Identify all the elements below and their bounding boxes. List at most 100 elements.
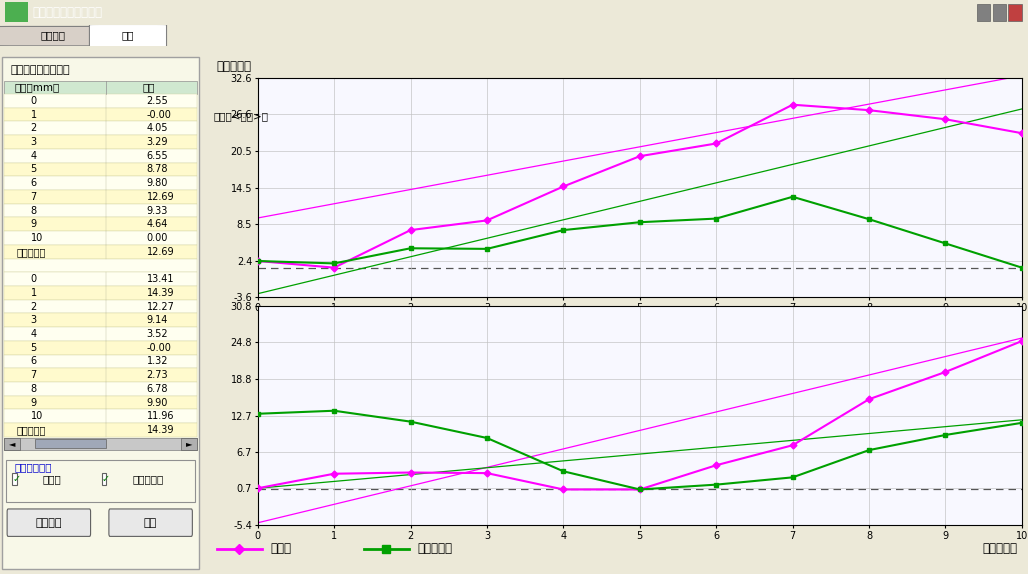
- Text: 5: 5: [31, 164, 37, 174]
- Text: 7: 7: [31, 370, 37, 380]
- Text: 1: 1: [31, 110, 37, 119]
- Bar: [181, 437, 197, 450]
- Text: 1.32: 1.32: [147, 356, 168, 366]
- Text: （测量点）: （测量点）: [983, 542, 1018, 556]
- Bar: [4, 395, 197, 409]
- Text: 0: 0: [31, 96, 37, 106]
- Text: 误差列表（微米）：: 误差列表（微米）：: [10, 65, 70, 75]
- Text: 自准直仪数据处理软件: 自准直仪数据处理软件: [33, 6, 103, 19]
- Text: 8: 8: [31, 384, 37, 394]
- Bar: [4, 423, 197, 437]
- Bar: [4, 355, 197, 369]
- Text: 测量数据: 测量数据: [41, 30, 66, 40]
- Text: 8: 8: [31, 205, 37, 216]
- FancyBboxPatch shape: [89, 25, 167, 46]
- Bar: [977, 3, 990, 21]
- Bar: [4, 94, 197, 108]
- Text: 4.05: 4.05: [147, 123, 168, 133]
- Text: 10: 10: [31, 233, 43, 243]
- Text: 8.78: 8.78: [147, 164, 168, 174]
- Text: 11.96: 11.96: [147, 412, 174, 421]
- Text: 2: 2: [31, 301, 37, 312]
- Text: 图形显示：: 图形显示：: [217, 60, 252, 73]
- Text: 2.73: 2.73: [147, 370, 169, 380]
- Text: 4: 4: [31, 329, 37, 339]
- Bar: [4, 258, 197, 272]
- Bar: [4, 286, 197, 300]
- Bar: [6, 460, 195, 502]
- Text: 13.41: 13.41: [147, 274, 174, 284]
- Text: 0: 0: [31, 274, 37, 284]
- Bar: [1008, 3, 1022, 21]
- Text: 旋转折线图: 旋转折线图: [133, 474, 163, 484]
- Bar: [4, 162, 197, 176]
- Text: 9: 9: [31, 219, 37, 229]
- Text: 9: 9: [31, 398, 37, 408]
- Text: ◄: ◄: [9, 439, 15, 448]
- FancyBboxPatch shape: [7, 509, 90, 536]
- Text: -0.00: -0.00: [147, 110, 172, 119]
- Text: 报表: 报表: [121, 30, 134, 40]
- Text: 9.14: 9.14: [147, 315, 168, 325]
- Bar: [4, 272, 197, 286]
- Text: 3.52: 3.52: [147, 329, 169, 339]
- Text: 5: 5: [31, 343, 37, 352]
- Text: 3.29: 3.29: [147, 137, 168, 147]
- Bar: [4, 300, 197, 313]
- Text: 4: 4: [31, 151, 37, 161]
- Text: 误差: 误差: [142, 83, 155, 92]
- Bar: [4, 149, 197, 162]
- Bar: [4, 409, 197, 423]
- Bar: [4, 437, 21, 450]
- Bar: [4, 121, 197, 135]
- FancyBboxPatch shape: [0, 26, 118, 46]
- Text: 2.55: 2.55: [147, 96, 169, 106]
- Bar: [993, 3, 1006, 21]
- Text: 0.00: 0.00: [147, 233, 168, 243]
- Text: （误差<微米>）: （误差<微米>）: [214, 111, 269, 121]
- Bar: [4, 190, 197, 204]
- Bar: [35, 439, 106, 448]
- Bar: [4, 135, 197, 149]
- Text: 9.90: 9.90: [147, 398, 168, 408]
- Text: 折线图: 折线图: [43, 474, 62, 484]
- Bar: [4, 437, 197, 450]
- Text: 9.33: 9.33: [147, 205, 168, 216]
- Text: 14.39: 14.39: [147, 288, 174, 298]
- Text: 14.39: 14.39: [147, 425, 174, 435]
- Text: 6: 6: [31, 178, 37, 188]
- Bar: [4, 369, 197, 382]
- Text: 4.64: 4.64: [147, 219, 168, 229]
- Bar: [4, 313, 197, 327]
- Text: 6.55: 6.55: [147, 151, 169, 161]
- Bar: [4, 231, 197, 245]
- Text: 位置（mm）: 位置（mm）: [14, 83, 60, 92]
- Bar: [4, 341, 197, 355]
- Text: 10: 10: [31, 412, 43, 421]
- Text: 3: 3: [31, 315, 37, 325]
- Text: 7: 7: [31, 192, 37, 202]
- Text: 1: 1: [31, 288, 37, 298]
- FancyBboxPatch shape: [109, 509, 192, 536]
- Text: 9.80: 9.80: [147, 178, 168, 188]
- Bar: [4, 382, 197, 395]
- Bar: [4, 327, 197, 341]
- Text: 报表操作: 报表操作: [36, 518, 62, 528]
- Text: 12.69: 12.69: [147, 192, 174, 202]
- Bar: [4, 81, 197, 94]
- Text: 图形显示选项: 图形显示选项: [14, 462, 51, 472]
- Bar: [102, 473, 106, 484]
- Text: -0.00: -0.00: [147, 343, 172, 352]
- Bar: [4, 204, 197, 218]
- Text: 退出: 退出: [144, 518, 157, 528]
- Text: 旋转折线图: 旋转折线图: [417, 542, 452, 556]
- Bar: [5, 2, 28, 22]
- Text: 6.78: 6.78: [147, 384, 168, 394]
- Text: 3: 3: [31, 137, 37, 147]
- Text: 12.69: 12.69: [147, 247, 174, 257]
- Bar: [4, 176, 197, 190]
- Bar: [4, 245, 197, 258]
- Text: 直线度偏差: 直线度偏差: [16, 247, 45, 257]
- Text: ►: ►: [186, 439, 192, 448]
- Text: 6: 6: [31, 356, 37, 366]
